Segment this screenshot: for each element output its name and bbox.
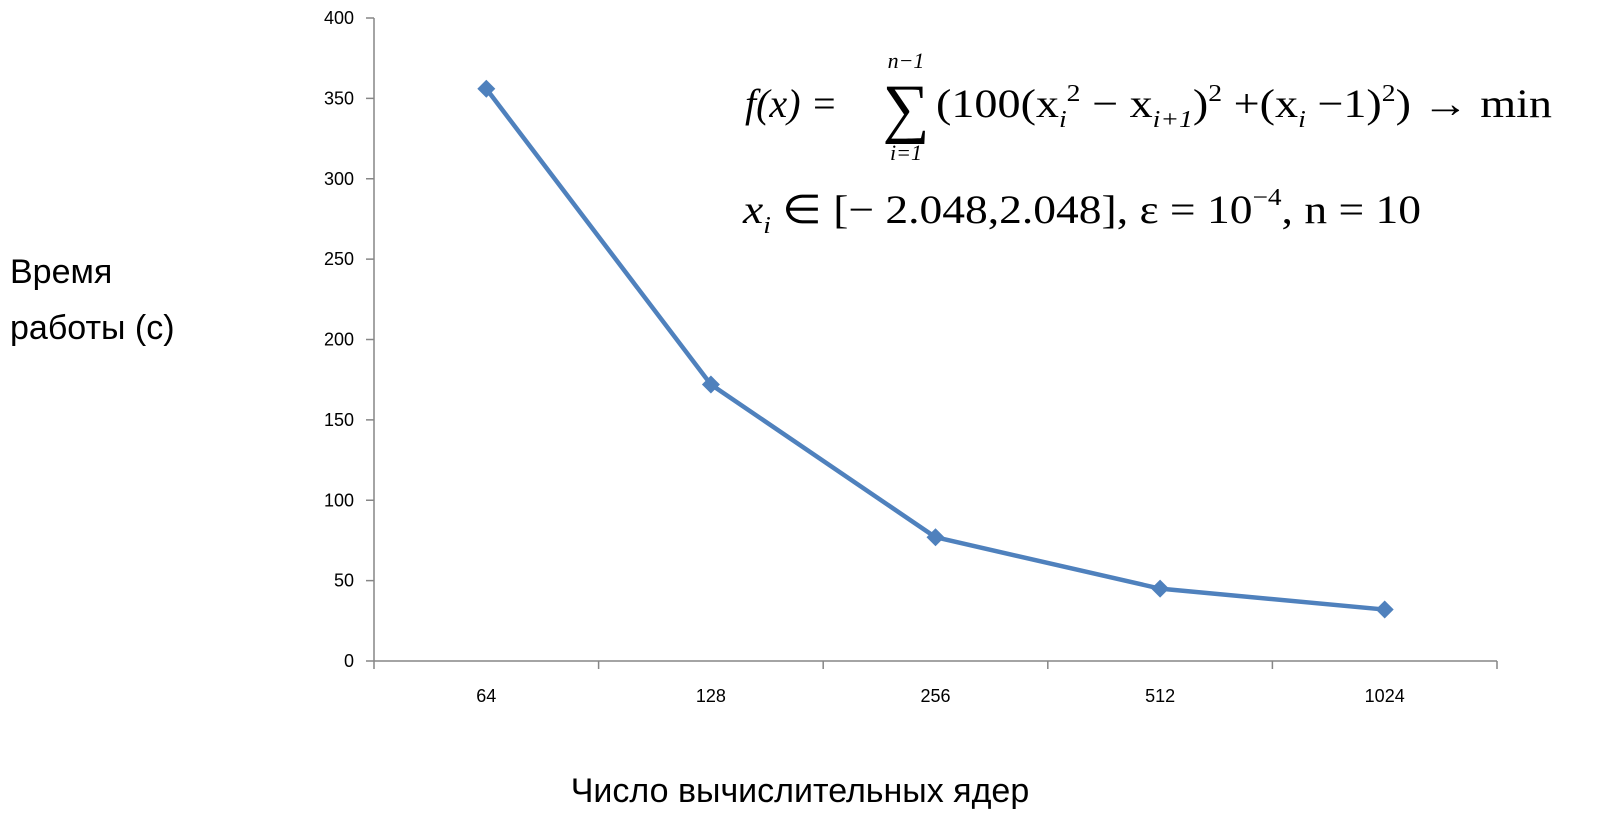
- y-tick-label: 400: [324, 8, 354, 28]
- x-tick-label: 512: [1145, 686, 1175, 706]
- y-axis-ticks: 0 50 100 150 200 250 300 350 400: [324, 8, 374, 671]
- x-tick-label: 64: [476, 686, 496, 706]
- x-tick-label: 256: [920, 686, 950, 706]
- y-axis-title-line-2: работы (с): [10, 309, 175, 347]
- formula-sum-lower: i=1: [890, 140, 922, 165]
- formula-annotation: f(x) = n−1 ∑ i=1 (100(x i2 − x i+1)2 +(x i …: [742, 48, 1552, 239]
- formula-sum-upper: n−1: [888, 48, 925, 73]
- y-tick-label: 300: [324, 169, 354, 189]
- formula-line-1: f(x) =: [745, 81, 838, 126]
- data-point-marker: [926, 528, 945, 547]
- y-tick-label: 0: [344, 651, 354, 671]
- x-axis-title: Число вычислительных ядер: [571, 772, 1030, 810]
- y-tick-label: 200: [324, 330, 354, 350]
- y-tick-label: 350: [324, 88, 354, 108]
- x-tick-label: 1024: [1365, 686, 1405, 706]
- y-tick-label: 50: [334, 571, 354, 591]
- formula-fx: f(x) =: [745, 81, 838, 126]
- data-point-marker: [477, 79, 496, 98]
- data-point-marker: [701, 375, 720, 394]
- formula-body: (100(x i2 − x i+1)2 +(x i −1) 2) → min: [936, 81, 1552, 133]
- y-axis-title-line-1: Время: [10, 253, 112, 291]
- series: [477, 79, 1394, 619]
- data-point-marker: [1375, 600, 1394, 619]
- y-tick-label: 100: [324, 490, 354, 510]
- x-axis-ticks: 64 128 256 512 1024: [373, 661, 1498, 706]
- data-point-marker: [1151, 579, 1170, 598]
- formula-sigma: ∑: [882, 72, 929, 145]
- y-tick-label: 250: [324, 249, 354, 269]
- y-tick-label: 150: [324, 410, 354, 430]
- x-tick-label: 128: [696, 686, 726, 706]
